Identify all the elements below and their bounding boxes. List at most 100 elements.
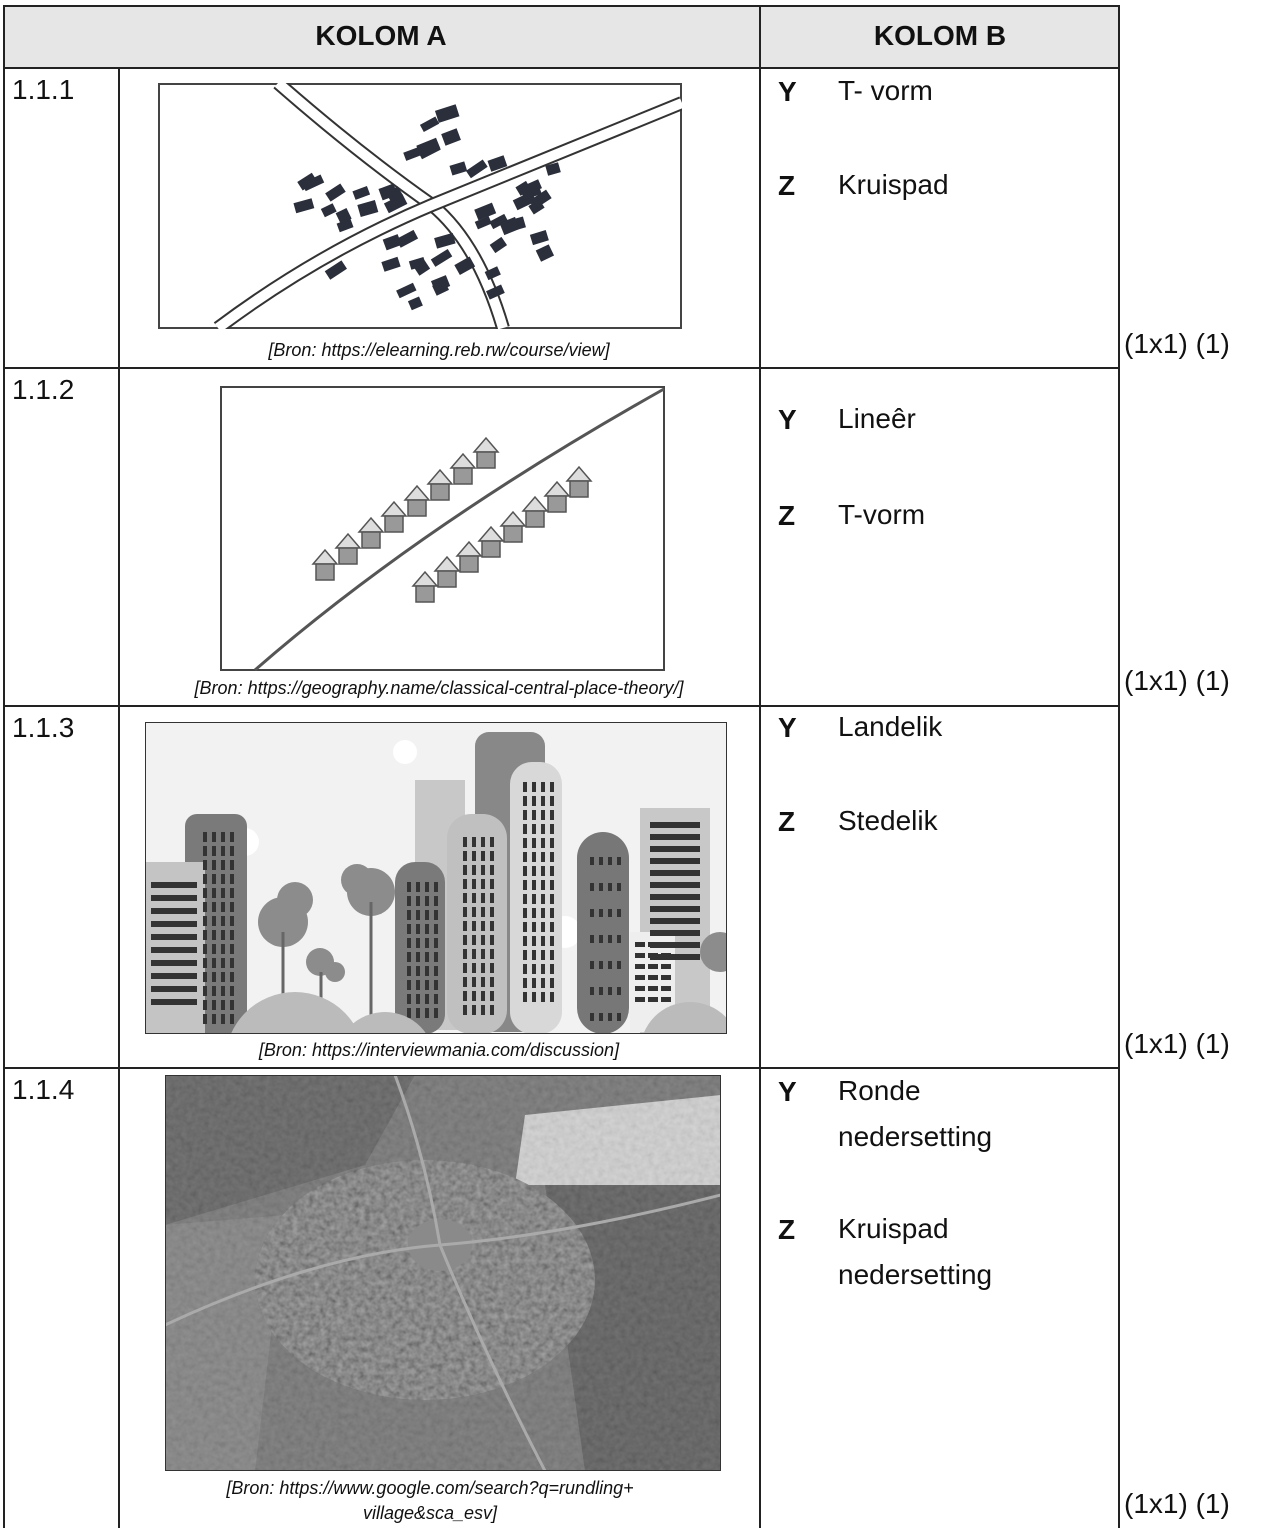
illustration-shape xyxy=(532,782,536,792)
illustration-shape xyxy=(419,116,440,133)
illustration-shape xyxy=(212,860,216,870)
illustration-shape xyxy=(700,932,727,972)
illustration-shape xyxy=(481,879,485,889)
illustration-shape xyxy=(617,961,621,969)
illustration-shape xyxy=(550,852,554,862)
illustration-shape xyxy=(221,986,225,996)
illustration-shape xyxy=(541,782,545,792)
illustration-shape xyxy=(590,857,594,865)
illustration-shape xyxy=(230,888,234,898)
illustration-shape xyxy=(532,992,536,1002)
illustration-shape xyxy=(635,997,645,1002)
illustration-shape xyxy=(541,866,545,876)
illustration-shape xyxy=(550,908,554,918)
illustration-shape xyxy=(463,907,467,917)
illustration-shape xyxy=(545,162,561,176)
illustration-shape xyxy=(212,888,216,898)
illustration-shape xyxy=(661,997,671,1002)
option-letter: Y xyxy=(778,1076,797,1107)
illustration-shape xyxy=(550,824,554,834)
illustration-shape xyxy=(403,146,423,161)
illustration-shape xyxy=(476,451,496,469)
illustration-shape xyxy=(463,837,467,847)
illustration-shape xyxy=(383,194,408,214)
illustration-shape xyxy=(203,846,207,856)
illustration-shape xyxy=(324,260,347,280)
illustration-shape xyxy=(230,992,360,1034)
illustration-shape xyxy=(474,202,497,221)
illustration-shape xyxy=(617,909,621,917)
illustration-shape xyxy=(230,1000,234,1010)
illustration-shape xyxy=(490,879,494,889)
option-letter: Z xyxy=(778,806,796,837)
illustration-shape xyxy=(335,208,352,224)
illustration-shape xyxy=(523,964,527,974)
option-text: T- vorm xyxy=(838,75,933,106)
illustration-shape xyxy=(481,865,485,875)
illustration-shape xyxy=(499,216,520,236)
illustration-shape xyxy=(221,1000,225,1010)
illustration-shape xyxy=(425,952,429,962)
illustration-shape xyxy=(293,104,561,311)
illustration-shape xyxy=(550,936,554,946)
illustration-shape xyxy=(490,907,494,917)
illustration-shape xyxy=(490,837,494,847)
row-line xyxy=(3,67,1120,69)
option-letter: Z xyxy=(778,1214,796,1245)
illustration-shape xyxy=(430,275,451,293)
illustration-shape xyxy=(523,824,527,834)
illustration-shape xyxy=(230,986,234,996)
illustration-shape xyxy=(490,977,494,987)
illustration-shape xyxy=(447,814,507,1034)
illustration-shape xyxy=(203,986,207,996)
illustration-shape xyxy=(523,782,527,792)
illustration-shape xyxy=(221,860,225,870)
illustration-shape xyxy=(151,973,197,979)
illustration-shape xyxy=(221,916,225,926)
illustration-shape xyxy=(635,975,645,980)
source-caption: [Bron: https://elearning.reb.rw/course/v… xyxy=(268,340,610,360)
illustration-shape xyxy=(453,467,473,485)
illustration-shape xyxy=(599,883,603,891)
marks: (1x1) (1) xyxy=(1124,1028,1230,1059)
illustration-shape xyxy=(407,910,411,920)
illustration-shape xyxy=(203,930,207,940)
illustration-shape xyxy=(590,1013,594,1021)
illustration-shape xyxy=(254,387,665,671)
row-line xyxy=(3,705,1120,707)
illustration-shape xyxy=(523,838,527,848)
illustration-shape xyxy=(434,232,456,249)
illustration-shape xyxy=(474,216,492,230)
illustration-shape xyxy=(648,942,658,947)
illustration-shape xyxy=(151,986,197,992)
illustration xyxy=(158,83,682,329)
illustration-shape xyxy=(449,161,468,176)
illustration-shape xyxy=(617,857,621,865)
illustration-shape xyxy=(378,183,398,201)
illustration-shape xyxy=(382,234,402,251)
illustration-shape xyxy=(151,782,700,1024)
illustration-shape xyxy=(617,935,621,943)
illustration-shape xyxy=(481,921,485,931)
option-text: Ronde nedersetting xyxy=(838,1075,993,1152)
illustration-shape xyxy=(434,924,438,934)
illustration-shape xyxy=(454,256,476,276)
illustration-shape xyxy=(550,894,554,904)
illustration-shape xyxy=(541,810,545,820)
illustration-shape xyxy=(523,810,527,820)
illustration-shape xyxy=(221,930,225,940)
illustration-shape xyxy=(203,958,207,968)
illustration-shape xyxy=(407,952,411,962)
illustration-shape xyxy=(221,888,225,898)
illustration-shape xyxy=(650,906,700,912)
option-letter: Y xyxy=(778,76,797,107)
illustration-shape xyxy=(230,1014,234,1024)
illustration-shape xyxy=(661,975,671,980)
option-text: Stedelik xyxy=(838,805,938,836)
illustration-shape xyxy=(529,230,549,246)
illustration-shape xyxy=(441,128,461,146)
illustration-shape xyxy=(635,942,645,947)
illustration-shape xyxy=(484,266,501,281)
illustration-shape xyxy=(407,994,411,1004)
illustration-shape xyxy=(425,994,429,1004)
